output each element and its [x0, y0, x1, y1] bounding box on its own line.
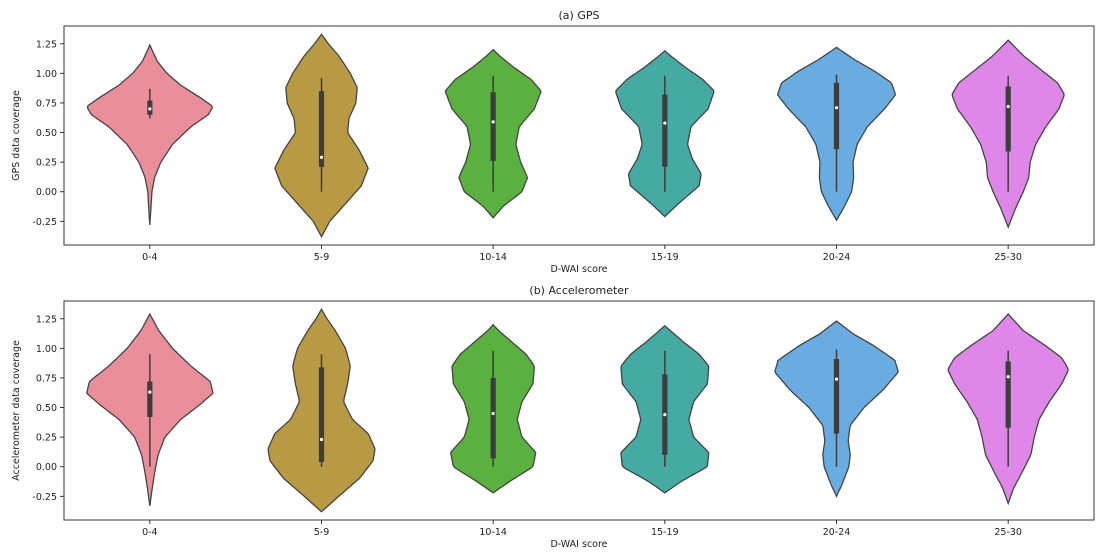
iqr-box	[1005, 361, 1011, 428]
y-tick-label: 0.50	[36, 403, 57, 414]
y-tick-label: 0.00	[36, 187, 57, 198]
median-marker	[834, 106, 839, 110]
iqr-box	[833, 359, 840, 434]
median-marker	[319, 437, 324, 442]
gps-panel: (a) GPS GPS data coverage D-WAI score 1.25 1…	[11, 9, 1095, 275]
x-tick-label: 10-14	[479, 252, 507, 263]
y-tick-label: 1.00	[36, 344, 57, 355]
y-tick-label: -0.25	[32, 217, 57, 228]
median-marker	[319, 155, 324, 159]
iqr-box	[833, 82, 840, 150]
x-tick-label: 25-30	[994, 252, 1022, 263]
y-axis-label: GPS data coverage	[11, 90, 22, 181]
median-marker	[148, 107, 152, 111]
plot-frame	[63, 300, 1095, 521]
y-tick-label: 1.25	[36, 314, 57, 325]
y-tick-label: 0.25	[36, 158, 57, 169]
y-tick-label: 0.00	[36, 462, 57, 473]
accelerometer-panel: (b) Accelerometer Accelerometer data cove…	[11, 284, 1095, 550]
iqr-box	[662, 94, 668, 167]
iqr-box	[147, 381, 153, 418]
x-tick-label: 15-19	[651, 527, 679, 538]
chart-title: (b) Accelerometer	[529, 284, 629, 297]
median-marker	[1006, 375, 1010, 379]
median-marker	[663, 413, 667, 417]
x-tick-label: 10-14	[479, 527, 507, 538]
x-axis-label: D-WAI score	[550, 264, 607, 275]
median-marker	[491, 120, 495, 124]
median-marker	[1006, 104, 1010, 109]
median-marker	[148, 390, 152, 394]
median-marker	[834, 377, 839, 381]
y-tick-label: 0.25	[36, 433, 57, 444]
y-tick-label: 1.00	[36, 69, 57, 80]
iqr-box	[318, 91, 325, 167]
y-tick-label: 1.25	[36, 39, 57, 50]
iqr-box	[318, 367, 325, 462]
median-marker	[663, 121, 667, 125]
x-tick-label: 15-19	[651, 252, 679, 263]
x-tick-label: 20-24	[823, 527, 851, 538]
violin-0-4	[86, 43, 213, 225]
x-tick-label: 5-9	[314, 527, 330, 538]
median-marker	[491, 411, 495, 416]
y-tick-label: -0.25	[32, 492, 57, 503]
iqr-box	[490, 377, 496, 459]
y-tick-label: 0.50	[36, 128, 57, 139]
iqr-box	[490, 92, 496, 161]
x-axis-label: D-WAI score	[550, 539, 607, 550]
y-tick-label: 0.75	[36, 98, 57, 109]
x-tick-label: 0-4	[142, 252, 158, 263]
y-axis-label: Accelerometer data coverage	[11, 340, 22, 481]
x-tick-label: 5-9	[314, 252, 330, 263]
plot-frame	[63, 25, 1095, 246]
chart-title: (a) GPS	[559, 9, 600, 22]
iqr-box	[1005, 86, 1011, 152]
x-tick-label: 25-30	[994, 527, 1022, 538]
y-tick-label: 0.75	[36, 373, 57, 384]
x-tick-label: 0-4	[142, 527, 158, 538]
x-tick-label: 20-24	[823, 252, 851, 263]
